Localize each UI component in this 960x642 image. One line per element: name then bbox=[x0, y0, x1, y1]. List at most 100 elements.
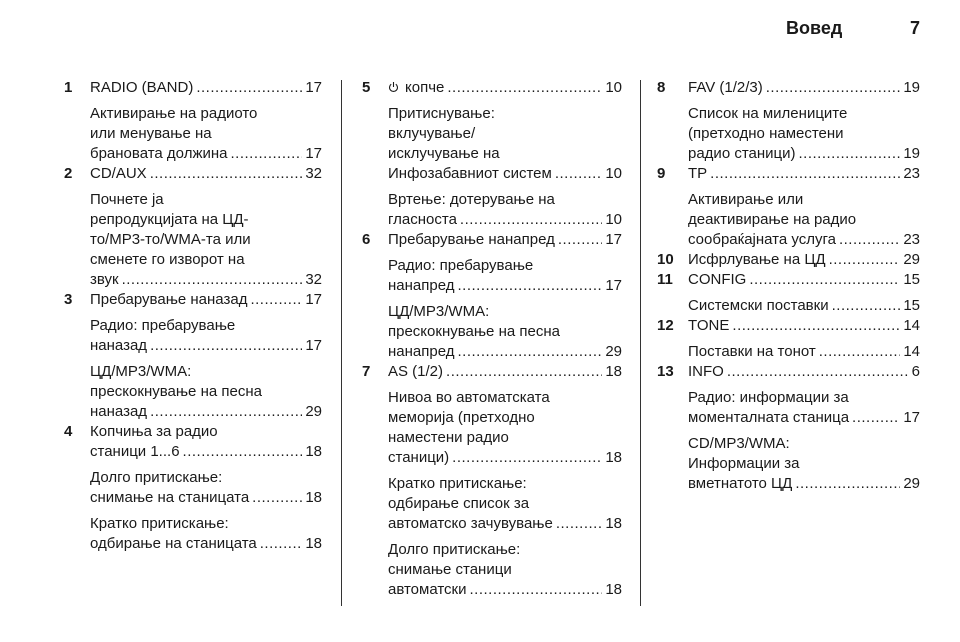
entry-page-ref: 23 bbox=[903, 231, 920, 248]
entry-page-ref: 10 bbox=[605, 211, 622, 228]
entry-text: копче bbox=[388, 78, 444, 98]
entry-number: 3 bbox=[64, 291, 73, 308]
index-subentry: Радио: пребарување наназад 17 bbox=[64, 316, 322, 356]
dot-leader bbox=[819, 342, 901, 362]
dot-leader bbox=[150, 402, 302, 422]
dot-leader bbox=[556, 514, 603, 534]
entry-number: 5 bbox=[362, 79, 371, 96]
entry-last-line: TONE 14 bbox=[688, 316, 920, 336]
index-entry: 8 FAV (1/2/3) 19 bbox=[657, 78, 920, 98]
entry-text: Пребарување нанапред bbox=[388, 230, 555, 250]
dot-leader bbox=[250, 290, 302, 310]
entry-text: сообраќајната услуга bbox=[688, 230, 836, 250]
index-entry: 7 AS (1/2) 18 bbox=[362, 362, 622, 382]
entry-last-line: вметнатото ЦД 29 bbox=[688, 474, 920, 494]
entry-body: FAV (1/2/3) 19 bbox=[688, 78, 920, 98]
entry-text-line: Копчиња за радио bbox=[90, 423, 218, 440]
column-divider bbox=[640, 80, 641, 606]
entry-text-line: вметнатото ЦД bbox=[688, 475, 793, 492]
entry-text-line: вклучување/ bbox=[388, 125, 476, 142]
entry-text: AS (1/2) bbox=[388, 362, 443, 382]
entry-text-line: Радио: пребарување bbox=[388, 257, 534, 274]
entry-body: ЦД/MP3/WMA: прескокнување на песна нанапре… bbox=[388, 302, 622, 362]
dot-leader bbox=[260, 534, 303, 554]
entry-last-line: Пребарување наназад 17 bbox=[90, 290, 322, 310]
entry-text: FAV (1/2/3) bbox=[688, 78, 763, 98]
entry-body: INFO 6 bbox=[688, 362, 920, 382]
entry-text-line: Информации за bbox=[688, 455, 800, 472]
index-subentry: Притиснување: вклучување/исклучување на Ин… bbox=[362, 104, 622, 184]
entry-text-line: снимање станици bbox=[388, 561, 512, 578]
entry-body: Исфрлување на ЦД 29 bbox=[688, 250, 920, 270]
dot-leader bbox=[457, 342, 602, 362]
index-subentry: Долго притискање: снимање станици автоматс… bbox=[362, 540, 622, 600]
entry-page-ref: 18 bbox=[305, 535, 322, 552]
entry-last-line: станици) 18 bbox=[388, 448, 622, 468]
dot-leader bbox=[446, 362, 602, 382]
entry-last-line: наназад 17 bbox=[90, 336, 322, 356]
entry-text-line: одбирање на станицата bbox=[90, 535, 257, 552]
index-subentry: Кратко притискање: одбирање список за авто… bbox=[362, 474, 622, 534]
entry-page-ref: 17 bbox=[305, 337, 322, 354]
entry-body: Кратко притискање: одбирање список за авто… bbox=[388, 474, 622, 534]
dot-leader bbox=[122, 270, 303, 290]
entry-page-ref: 19 bbox=[903, 79, 920, 96]
index-entry: 13 INFO 6 bbox=[657, 362, 920, 382]
dot-leader bbox=[799, 144, 901, 164]
entry-text-line: Притиснување: bbox=[388, 105, 495, 122]
entry-text: TP bbox=[688, 164, 707, 184]
dot-leader bbox=[749, 270, 900, 290]
entry-body: Вртење: дотерување на гласноста 10 bbox=[388, 190, 622, 230]
entry-text: автоматски bbox=[388, 580, 467, 600]
entry-text: TONE bbox=[688, 316, 729, 336]
entry-text: Пребарување наназад bbox=[90, 290, 247, 310]
entry-text-line: Почнете ја bbox=[90, 191, 164, 208]
index-subentry: ЦД/MP3/WMA: прескокнување на песна наназад… bbox=[64, 362, 322, 422]
entry-text-line: прескокнување на песна bbox=[90, 383, 262, 400]
entry-page-ref: 18 bbox=[605, 581, 622, 598]
entry-body: копче 10 bbox=[388, 78, 622, 98]
index-subentry: Поставки на тонот 14 bbox=[657, 342, 920, 362]
dot-leader bbox=[470, 580, 603, 600]
entry-text: нанапред bbox=[388, 342, 454, 362]
entry-last-line: AS (1/2) 18 bbox=[388, 362, 622, 382]
index-subentry: Системски поставки 15 bbox=[657, 296, 920, 316]
entry-page-ref: 18 bbox=[605, 515, 622, 532]
entry-text-line: Долго притискање: bbox=[90, 469, 223, 486]
entry-number: 2 bbox=[64, 165, 73, 182]
entry-page-ref: 10 bbox=[605, 165, 622, 182]
entry-text-line: репродукцијата на ЦД- bbox=[90, 211, 249, 228]
index-entry: 10 Исфрлување на ЦД 29 bbox=[657, 250, 920, 270]
entry-text-line: ЦД/MP3/WMA: bbox=[90, 363, 192, 380]
entry-text-line: сообраќајната услуга bbox=[688, 231, 836, 248]
dot-leader bbox=[795, 474, 900, 494]
entry-text-line: (претходно наместени bbox=[688, 125, 844, 142]
entry-body: CD/AUX 32 bbox=[90, 164, 322, 184]
entry-page-ref: 29 bbox=[903, 475, 920, 492]
entry-text-line: станици) bbox=[388, 449, 450, 466]
dot-leader bbox=[766, 78, 901, 98]
entry-page-ref: 15 bbox=[903, 271, 920, 288]
entry-last-line: одбирање на станицата 18 bbox=[90, 534, 322, 554]
index-entry: 6 Пребарување нанапред 17 bbox=[362, 230, 622, 250]
entry-page-ref: 29 bbox=[605, 343, 622, 360]
entry-text-line: нанапред bbox=[388, 343, 455, 360]
entry-number: 6 bbox=[362, 231, 371, 248]
entry-last-line: INFO 6 bbox=[688, 362, 920, 382]
entry-text: CD/AUX bbox=[90, 164, 147, 184]
entry-body: RADIO (BAND) 17 bbox=[90, 78, 322, 98]
entry-text-line: CD/AUX bbox=[90, 165, 147, 182]
entry-number: 7 bbox=[362, 363, 371, 380]
index-entry: 11 CONFIG 15 bbox=[657, 270, 920, 290]
entry-last-line: снимање на станицата 18 bbox=[90, 488, 322, 508]
entry-body: Притиснување: вклучување/исклучување на Ин… bbox=[388, 104, 622, 184]
entry-text-line: Пребарување наназад bbox=[90, 291, 248, 308]
entry-text: CONFIG bbox=[688, 270, 746, 290]
dot-leader bbox=[447, 78, 602, 98]
entry-last-line: радио станици) 19 bbox=[688, 144, 920, 164]
entry-number: 8 bbox=[657, 79, 666, 96]
entry-text-line: копче bbox=[405, 79, 445, 96]
entry-body: CONFIG 15 bbox=[688, 270, 920, 290]
entry-text-line: Активирање или bbox=[688, 191, 804, 208]
entry-text-line: прескокнување на песна bbox=[388, 323, 560, 340]
